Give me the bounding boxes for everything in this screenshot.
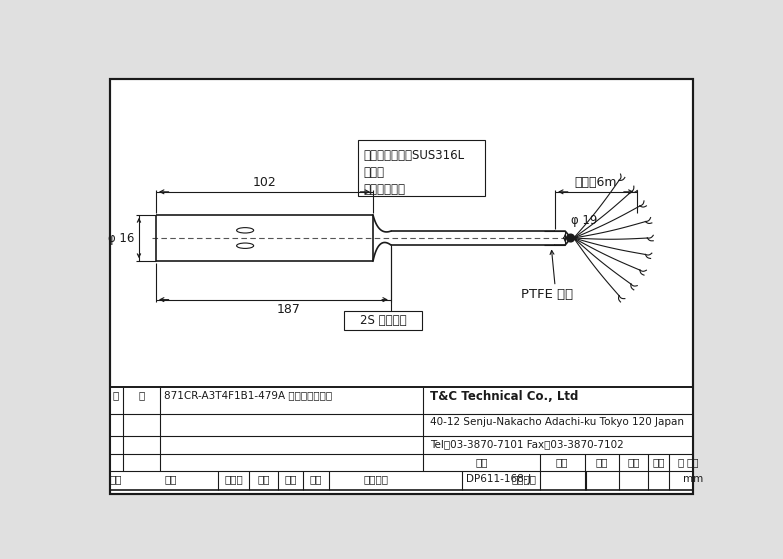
Text: φ 19: φ 19 bbox=[572, 214, 597, 228]
Bar bbox=[345, 311, 422, 330]
Text: DP611-168-J: DP611-168-J bbox=[466, 475, 531, 485]
Text: 40-12 Senju-Nakacho Adachi-ku Tokyo 120 Japan: 40-12 Senju-Nakacho Adachi-ku Tokyo 120 … bbox=[430, 418, 684, 428]
Text: 名: 名 bbox=[113, 391, 119, 400]
Text: 訂正: 訂正 bbox=[110, 475, 122, 485]
Text: 工事番号: 工事番号 bbox=[511, 475, 536, 485]
Text: 承認: 承認 bbox=[310, 475, 323, 485]
Text: 検図: 検図 bbox=[595, 457, 608, 467]
Text: 102: 102 bbox=[253, 176, 276, 189]
Bar bbox=[110, 387, 693, 490]
Text: 設計: 設計 bbox=[627, 457, 640, 467]
Text: 設計: 設計 bbox=[258, 475, 270, 485]
Text: 製図: 製図 bbox=[652, 457, 665, 467]
Text: 図面番号: 図面番号 bbox=[363, 475, 388, 485]
Text: 2S へルール: 2S へルール bbox=[359, 314, 406, 327]
Bar bbox=[110, 387, 693, 490]
Text: 電解研磨処理: 電解研磨処理 bbox=[363, 183, 406, 196]
Bar bbox=[358, 140, 485, 196]
Text: 187: 187 bbox=[277, 303, 301, 316]
Text: センサー材質：SUS316L: センサー材質：SUS316L bbox=[363, 149, 465, 163]
Text: 禁油品: 禁油品 bbox=[363, 167, 384, 179]
Circle shape bbox=[567, 234, 575, 242]
Text: PTFE 被覆: PTFE 被覆 bbox=[521, 288, 573, 301]
Text: 871CR-A3T4F1B1-479A センサー外形図: 871CR-A3T4F1B1-479A センサー外形図 bbox=[164, 391, 332, 400]
Text: 承認: 承認 bbox=[556, 457, 568, 467]
Text: 承認: 承認 bbox=[475, 457, 488, 467]
Text: 標準：6m: 標準：6m bbox=[575, 176, 617, 189]
Text: 年月日: 年月日 bbox=[224, 475, 243, 485]
Text: T&C Technical Co., Ltd: T&C Technical Co., Ltd bbox=[430, 391, 578, 404]
Text: mm: mm bbox=[683, 475, 703, 485]
Text: 称: 称 bbox=[138, 391, 144, 400]
Text: 記事: 記事 bbox=[164, 475, 177, 485]
Text: Tel：03-3870-7101 Fax：03-3870-7102: Tel：03-3870-7101 Fax：03-3870-7102 bbox=[430, 439, 623, 449]
Text: 単位: 単位 bbox=[687, 457, 699, 467]
Text: 検図: 検図 bbox=[284, 475, 297, 485]
Text: 辻: 辻 bbox=[678, 457, 684, 467]
Text: φ 16: φ 16 bbox=[108, 231, 135, 244]
